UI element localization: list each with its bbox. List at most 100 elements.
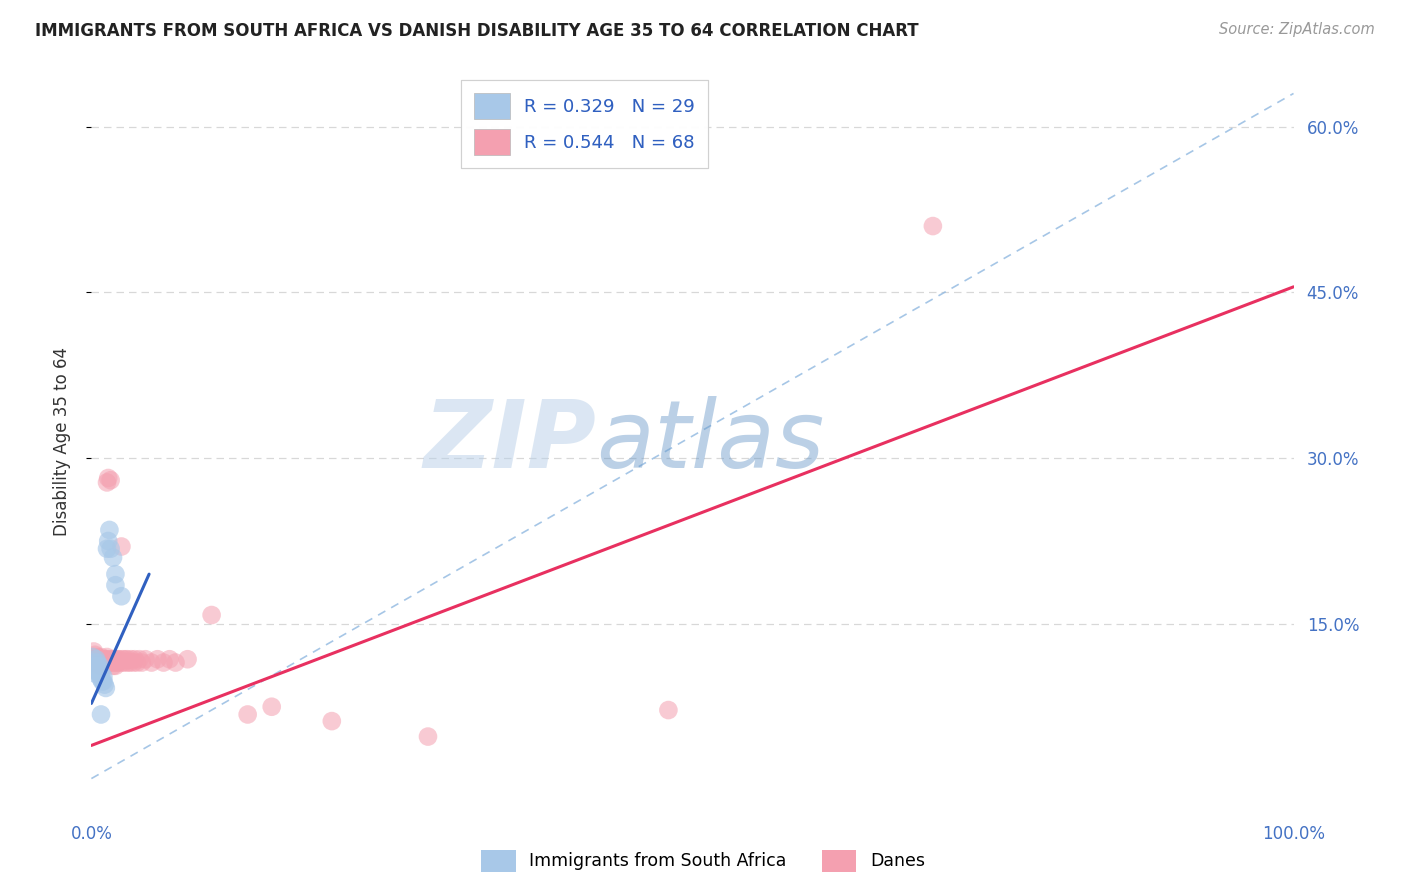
Point	[159, 652, 181, 666]
Point	[84, 663, 107, 677]
Point	[104, 652, 127, 666]
Point	[87, 666, 110, 681]
Point	[100, 652, 122, 666]
Point	[165, 656, 187, 670]
Point	[131, 656, 153, 670]
Point	[90, 656, 112, 670]
Point	[86, 656, 108, 670]
Point	[82, 652, 104, 666]
Point	[96, 541, 118, 556]
Legend: Immigrants from South Africa, Danes: Immigrants from South Africa, Danes	[474, 843, 932, 879]
Point	[91, 674, 114, 689]
Point	[110, 589, 132, 603]
Text: IMMIGRANTS FROM SOUTH AFRICA VS DANISH DISABILITY AGE 35 TO 64 CORRELATION CHART: IMMIGRANTS FROM SOUTH AFRICA VS DANISH D…	[35, 22, 918, 40]
Point	[101, 658, 124, 673]
Point	[91, 658, 114, 673]
Point	[90, 672, 112, 686]
Point	[96, 475, 118, 490]
Point	[89, 652, 111, 666]
Point	[84, 656, 107, 670]
Point	[260, 699, 283, 714]
Point	[657, 703, 679, 717]
Point	[134, 652, 156, 666]
Point	[101, 652, 124, 666]
Point	[922, 219, 945, 233]
Point	[100, 541, 122, 556]
Point	[82, 650, 104, 665]
Point	[118, 656, 141, 670]
Point	[83, 656, 105, 670]
Point	[111, 652, 134, 666]
Point	[104, 578, 127, 592]
Point	[93, 656, 115, 670]
Point	[201, 607, 224, 622]
Point	[86, 650, 108, 665]
Point	[97, 533, 120, 548]
Point	[122, 656, 145, 670]
Point	[124, 652, 146, 666]
Point	[89, 656, 111, 670]
Point	[84, 648, 107, 662]
Point	[117, 652, 139, 666]
Point	[90, 650, 112, 665]
Point	[105, 656, 128, 670]
Point	[89, 663, 111, 677]
Text: Source: ZipAtlas.com: Source: ZipAtlas.com	[1219, 22, 1375, 37]
Point	[146, 652, 169, 666]
Point	[107, 652, 129, 666]
Point	[93, 670, 115, 684]
Point	[98, 523, 121, 537]
Point	[83, 661, 105, 675]
Point	[108, 652, 131, 666]
Point	[120, 652, 142, 666]
Point	[416, 730, 439, 744]
Point	[104, 567, 127, 582]
Point	[93, 678, 115, 692]
Y-axis label: Disability Age 35 to 64: Disability Age 35 to 64	[52, 347, 70, 536]
Point	[101, 550, 124, 565]
Point	[83, 650, 105, 665]
Point	[84, 666, 107, 681]
Point	[93, 652, 115, 666]
Point	[100, 473, 122, 487]
Text: atlas: atlas	[596, 396, 824, 487]
Point	[87, 658, 110, 673]
Point	[103, 656, 125, 670]
Point	[114, 652, 136, 666]
Point	[84, 656, 107, 670]
Point	[117, 656, 139, 670]
Point	[107, 656, 129, 670]
Point	[94, 681, 117, 695]
Point	[98, 656, 121, 670]
Point	[83, 644, 105, 658]
Point	[97, 652, 120, 666]
Point	[101, 656, 124, 670]
Point	[97, 471, 120, 485]
Point	[125, 656, 148, 670]
Point	[94, 652, 117, 666]
Point	[89, 658, 111, 673]
Point	[141, 656, 163, 670]
Point	[86, 663, 108, 677]
Point	[104, 658, 127, 673]
Point	[110, 656, 132, 670]
Point	[128, 652, 150, 666]
Point	[94, 656, 117, 670]
Point	[87, 661, 110, 675]
Legend: R = 0.329   N = 29, R = 0.544   N = 68: R = 0.329 N = 29, R = 0.544 N = 68	[461, 80, 707, 168]
Point	[86, 656, 108, 670]
Point	[84, 658, 107, 673]
Point	[93, 656, 115, 670]
Point	[176, 652, 198, 666]
Point	[93, 674, 115, 689]
Point	[87, 652, 110, 666]
Point	[96, 650, 118, 665]
Point	[91, 652, 114, 666]
Point	[93, 658, 115, 673]
Point	[84, 652, 107, 666]
Point	[110, 540, 132, 554]
Text: ZIP: ZIP	[423, 395, 596, 488]
Point	[90, 707, 112, 722]
Point	[90, 666, 112, 681]
Point	[321, 714, 343, 728]
